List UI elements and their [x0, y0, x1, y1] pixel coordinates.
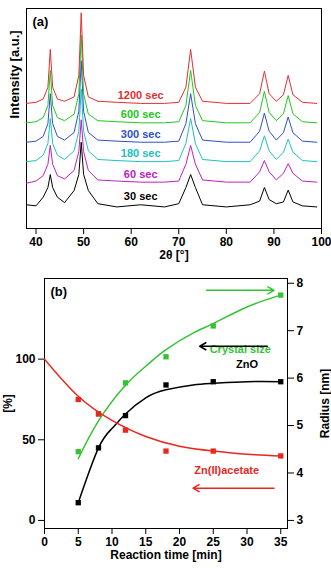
svg-text:Radius [nm]: Radius [nm]	[318, 369, 331, 438]
svg-text:Crystal size: Crystal size	[210, 343, 271, 355]
svg-text:90: 90	[267, 235, 281, 249]
svg-text:60: 60	[124, 235, 138, 249]
svg-text:Reaction time [min]: Reaction time [min]	[110, 548, 221, 562]
svg-text:[%]: [%]	[1, 394, 15, 413]
svg-text:0: 0	[29, 513, 36, 527]
svg-text:5: 5	[75, 535, 82, 549]
svg-text:5: 5	[297, 418, 304, 432]
svg-text:80: 80	[220, 235, 234, 249]
svg-text:40: 40	[29, 235, 43, 249]
svg-text:20: 20	[172, 535, 187, 549]
svg-text:30: 30	[240, 535, 254, 549]
svg-text:35: 35	[274, 535, 288, 549]
svg-text:1200 sec: 1200 sec	[118, 89, 164, 101]
svg-text:600 sec: 600 sec	[121, 108, 161, 120]
svg-text:(b): (b)	[51, 284, 68, 299]
svg-text:6: 6	[297, 371, 304, 385]
svg-text:Zn(II)acetate: Zn(II)acetate	[194, 464, 259, 476]
svg-text:(a): (a)	[33, 14, 49, 29]
svg-text:300 sec: 300 sec	[121, 128, 161, 140]
svg-text:60 sec: 60 sec	[124, 168, 158, 180]
svg-text:25: 25	[206, 535, 220, 549]
svg-text:15: 15	[139, 535, 153, 549]
svg-text:3: 3	[297, 513, 304, 527]
svg-text:2θ [°]: 2θ [°]	[159, 248, 188, 262]
svg-text:100: 100	[15, 352, 35, 366]
svg-text:30 sec: 30 sec	[124, 190, 158, 202]
svg-text:100: 100	[311, 235, 331, 249]
svg-text:180 sec: 180 sec	[121, 147, 161, 159]
svg-text:70: 70	[172, 235, 186, 249]
svg-text:50: 50	[22, 433, 36, 447]
svg-text:0: 0	[41, 535, 48, 549]
svg-text:4: 4	[297, 466, 304, 480]
svg-text:10: 10	[105, 535, 119, 549]
svg-text:50: 50	[77, 235, 91, 249]
svg-text:8: 8	[297, 276, 304, 290]
svg-text:7: 7	[297, 324, 304, 338]
svg-text:ZnO: ZnO	[236, 358, 258, 370]
svg-text:Intensity [a.u.]: Intensity [a.u.]	[7, 30, 22, 118]
